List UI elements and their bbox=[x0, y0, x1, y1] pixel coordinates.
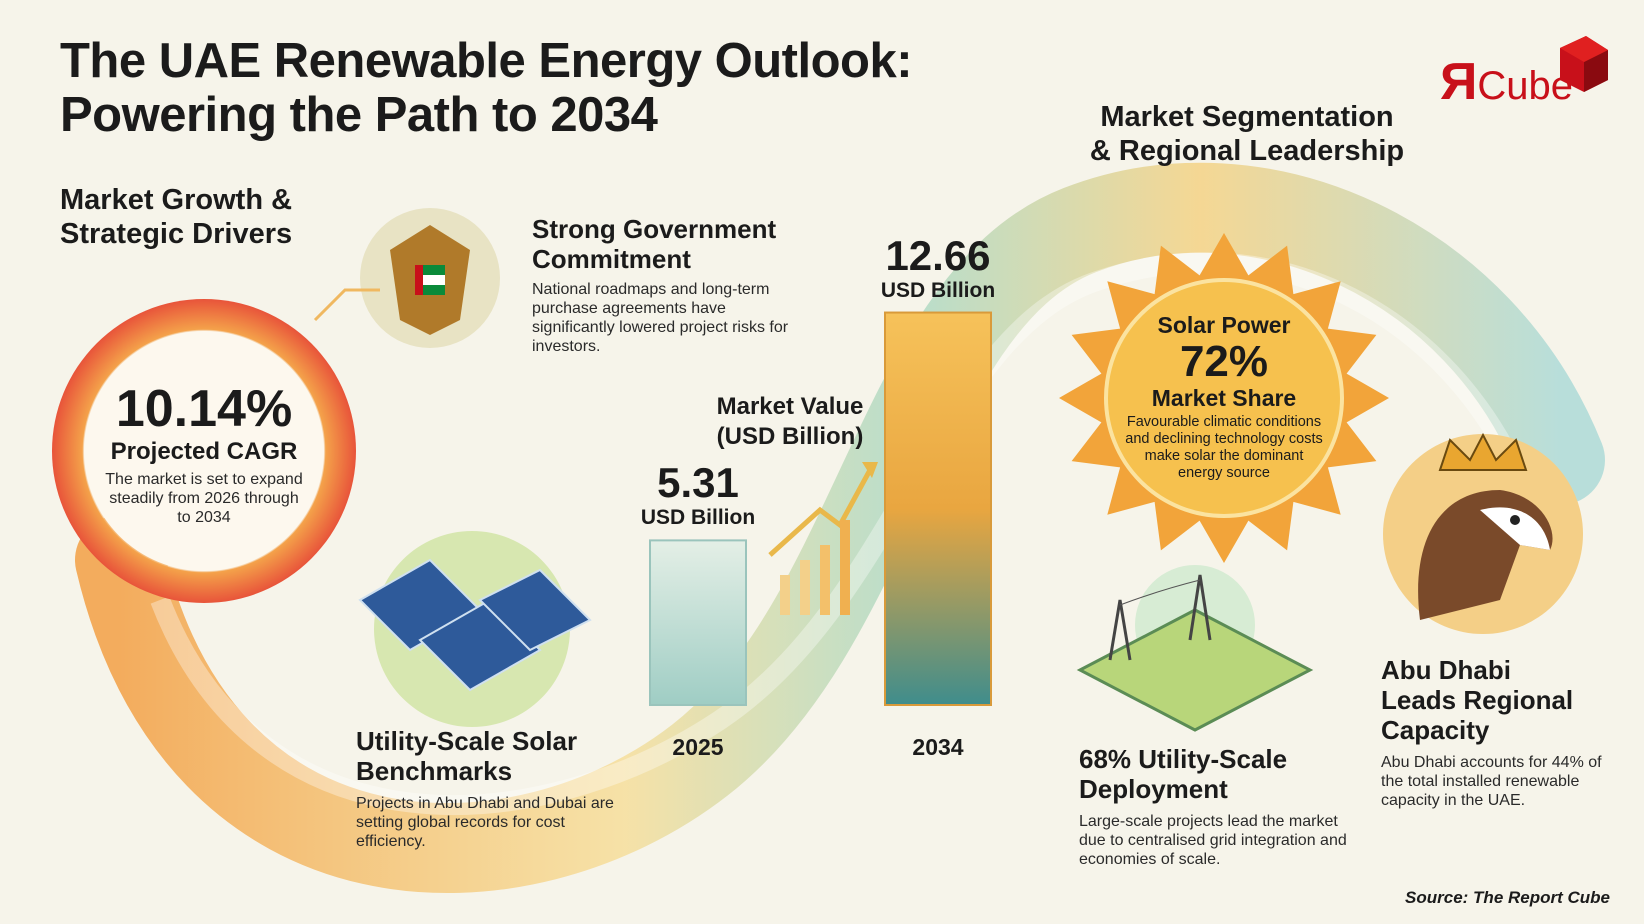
utility-scale-block: 68% Utility-Scale Deployment Large-scale … bbox=[1079, 744, 1349, 869]
government-block: Strong Government Commitment National roa… bbox=[532, 214, 802, 356]
logo-text: ЯCube bbox=[1440, 53, 1573, 111]
heading-line: Leads Regional bbox=[1381, 685, 1574, 715]
solar-benchmarks-block: Utility-Scale Solar Benchmarks Projects i… bbox=[356, 726, 616, 851]
heading-line: Utility-Scale Solar bbox=[356, 726, 578, 756]
heading-line: Market Segmentation bbox=[1100, 101, 1394, 133]
left-section-heading: Market Growth & Strategic Drivers bbox=[60, 183, 292, 251]
cagr-block: 10.14% Projected CAGR The market is set … bbox=[104, 380, 304, 527]
chart-title: Market Value (USD Billion) bbox=[680, 392, 900, 452]
page-title: The UAE Renewable Energy Outlook: Poweri… bbox=[60, 34, 913, 142]
value-text: 5.31 bbox=[657, 459, 739, 507]
value-text: 12.66 bbox=[885, 231, 991, 279]
chart-title-line: (USD Billion) bbox=[716, 423, 864, 450]
bar-2034 bbox=[884, 311, 992, 706]
unit-text: USD Billion bbox=[640, 506, 756, 530]
unit-text: USD Billion bbox=[880, 278, 996, 302]
heading-line: Commitment bbox=[532, 244, 691, 274]
solar-benchmarks-desc: Projects in Abu Dhabi and Dubai are sett… bbox=[356, 795, 614, 850]
heading-line: Strong Government bbox=[532, 214, 777, 244]
heading-line: Benchmarks bbox=[356, 756, 513, 786]
utility-scale-desc: Large-scale projects lead the market due… bbox=[1079, 813, 1347, 868]
chart-title-line: Market Value bbox=[716, 393, 864, 420]
solar-share-desc: Favourable climatic conditions and decli… bbox=[1125, 414, 1323, 481]
category-label-2034: 2034 bbox=[912, 734, 964, 760]
heading-line: Deployment bbox=[1079, 774, 1228, 804]
heading-line: Capacity bbox=[1381, 715, 1490, 745]
heading-line: & Regional Leadership bbox=[1089, 135, 1405, 167]
title-line-2: Powering the Path to 2034 bbox=[60, 88, 658, 142]
cagr-desc: The market is set to expand steadily fro… bbox=[105, 471, 303, 526]
solar-share-title: Solar Power bbox=[1157, 312, 1291, 338]
bar-value-label-2034: 12.66 USD Billion bbox=[858, 231, 1018, 303]
solar-share-value: 72% bbox=[1179, 337, 1269, 386]
heading-line: Market Growth & bbox=[60, 184, 293, 216]
bar-2025 bbox=[649, 539, 747, 707]
category-label-2025: 2025 bbox=[672, 734, 724, 760]
cagr-value: 10.14% bbox=[115, 380, 293, 438]
power-grid-icon bbox=[1076, 565, 1314, 732]
source-note: Source: The Report Cube bbox=[1405, 888, 1610, 907]
heading-line: Abu Dhabi bbox=[1381, 655, 1511, 685]
solar-share-block: Solar Power 72% Market Share Favourable … bbox=[1124, 312, 1324, 482]
heading-line: 68% Utility-Scale bbox=[1079, 744, 1288, 774]
abu-dhabi-desc: Abu Dhabi accounts for 44% of the total … bbox=[1381, 754, 1602, 809]
falcon-icon bbox=[1383, 432, 1583, 634]
cagr-label: Projected CAGR bbox=[110, 438, 298, 465]
bar-value-label-2025: 5.31 USD Billion bbox=[618, 460, 778, 530]
abu-dhabi-block: Abu Dhabi Leads Regional Capacity Abu Dhab… bbox=[1381, 655, 1611, 810]
growth-arrow-icon bbox=[768, 462, 878, 615]
sun-icon bbox=[1059, 233, 1389, 563]
title-line-1: The UAE Renewable Energy Outlook: bbox=[60, 34, 913, 88]
heading-line: Strategic Drivers bbox=[60, 218, 293, 250]
government-desc: National roadmaps and long-term purchase… bbox=[532, 281, 789, 355]
report-cube-logo bbox=[1560, 36, 1608, 92]
solar-share-label: Market Share bbox=[1151, 385, 1297, 411]
right-section-heading: Market Segmentation & Regional Leadershi… bbox=[1047, 100, 1447, 168]
